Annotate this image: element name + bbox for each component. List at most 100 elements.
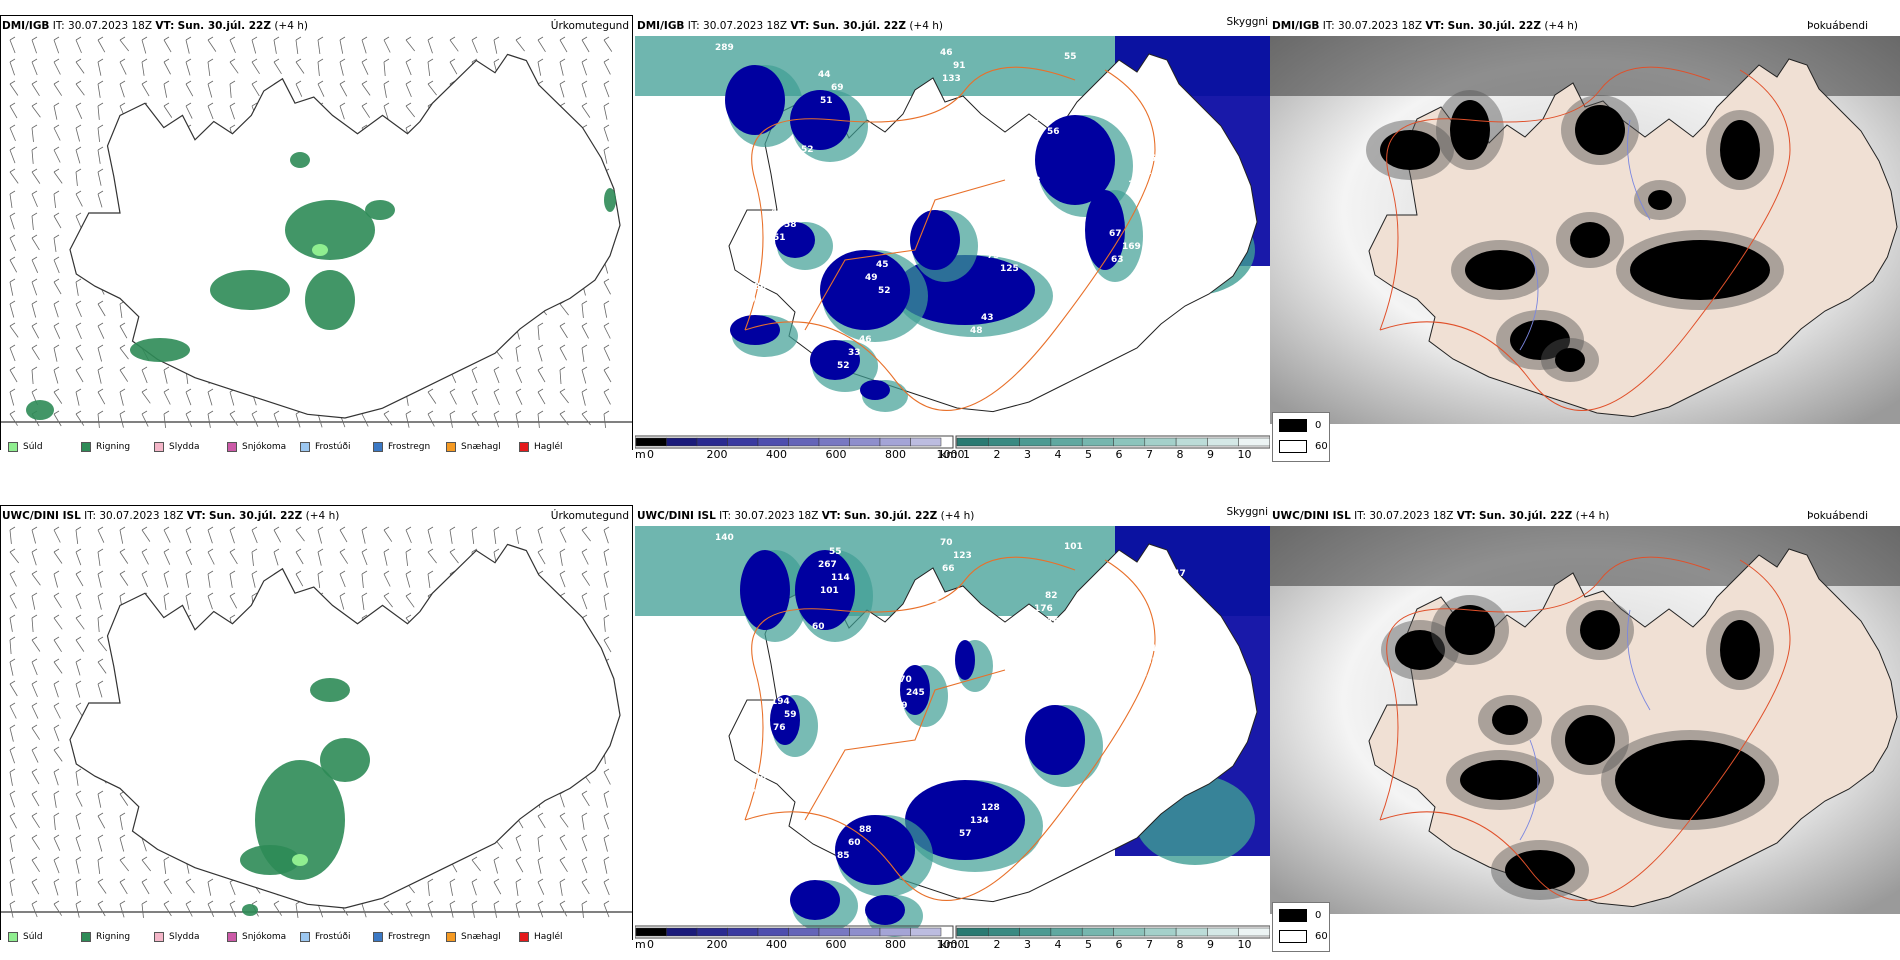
visibility-panel: UWC/DINI ISL IT: 30.07.2023 18Z VT: Sun.… [635,490,1270,960]
precip-map [0,15,633,450]
visibility-value: 51 [1006,202,1019,212]
legend-item: Súld [8,932,43,942]
legend-label: Slydda [169,932,200,942]
visibility-value: 40 [771,207,784,217]
visibility-value: 52 [837,361,850,371]
visibility-value: 51 [773,233,786,243]
legend-item: Súld [8,442,43,452]
visibility-value: 91 [953,61,966,71]
visibility-value: 66 [942,564,955,574]
visibility-value: 43 [981,313,994,323]
scale-tick-km: 9 [1207,448,1214,461]
lead-time: (+4 h) [1544,20,1578,32]
visibility-value: 245 [906,688,925,698]
fog-map [1270,36,1900,424]
visibility-value: 44 [925,149,938,159]
fog-scale-row: 0 [1279,909,1321,922]
scale-tick-km: 7 [1146,448,1153,461]
road-network [744,66,1156,412]
panel-title: Þokuábendi [1807,20,1868,32]
model-name: DMI/IGB [637,20,685,32]
visibility-value: 176 [1034,604,1053,614]
fog-index-panel: UWC/DINI ISL IT: 30.07.2023 18Z VT: Sun.… [1270,490,1900,960]
vt-value: Sun. 30.júl. 22Z [812,20,906,32]
visibility-value: 59 [895,701,908,711]
legend-label: Súld [23,442,43,452]
visibility-value: 14 [1045,101,1058,111]
scale-tick-km: 8 [1176,448,1184,461]
lead-time: (+4 h) [305,510,340,522]
visibility-value: 48 [754,772,767,782]
scale-tick-km: 7 [1146,938,1153,951]
visibility-value: 06 [959,339,972,349]
vt-label: VT: [186,510,206,522]
it-value: 30.07.2023 18Z [1369,510,1454,522]
precip-type-panel: UWC/DINI ISL IT: 30.07.2023 18Z VT: Sun.… [0,490,635,950]
scale-tick-km: 3 [1024,448,1031,461]
visibility-value: 88 [859,825,872,835]
it-value: 30.07.2023 18Z [734,510,819,522]
road-network [744,556,1156,902]
visibility-value: 52 [801,145,814,155]
visibility-value: 101 [820,586,839,596]
scale-tick-m: 800 [885,938,906,951]
visibility-value: 194 [771,697,790,707]
legend-label: Haglél [534,932,563,942]
scale-tick-km: 1 [963,448,970,461]
legend-label: Snjókoma [242,932,287,942]
visibility-value: 114 [831,573,850,583]
scale-unit-m: m [635,448,646,461]
legend-item: Snæhagl [446,932,501,942]
rivers [1519,119,1651,351]
vt-label: VT: [821,510,841,522]
panel-header: UWC/DINI ISL IT: 30.07.2023 18Z VT: Sun.… [1272,510,1609,523]
it-label: IT: [687,20,700,32]
visibility-value: 15 [1156,582,1169,592]
legend-swatch [81,932,91,942]
visibility-value: 128 [981,803,1000,813]
visibility-value: 40 [743,295,756,305]
visibility-value: 33 [848,348,861,358]
visibility-value: 57 [959,829,972,839]
vt-label: VT: [155,20,175,32]
visibility-value: 55 [1075,869,1088,879]
scale-tick-m: 0 [647,938,654,951]
fog-scale-row: 60 [1279,440,1328,453]
vt-value: Sun. 30.júl. 22Z [177,20,271,32]
visibility-value: 234 [1028,666,1047,676]
legend-swatch [519,442,529,452]
visibility-value: 45 [876,260,889,270]
vt-value: Sun. 30.júl. 22Z [209,510,303,522]
it-value: 30.07.2023 18Z [99,510,184,522]
fog-scale-value: 60 [1315,931,1328,942]
legend-swatch [446,442,456,452]
visibility-value: 134 [970,816,989,826]
visibility-value: 133 [942,74,961,84]
lead-time: (+4 h) [274,20,308,32]
legend-item: Frostregn [373,442,430,452]
visibility-value: 169 [1122,242,1141,252]
scale-tick-km: 4 [1054,938,1062,951]
visibility-value: 68 [1092,304,1105,314]
visibility-value: 49 [801,635,814,645]
legend-label: Frostregn [388,932,431,942]
visibility-value: 63 [1111,255,1124,265]
visibility-value: 99 [1111,745,1124,755]
model-name: DMI/IGB [1272,20,1320,32]
visibility-value: 55 [1064,52,1077,62]
visibility-value: 101 [1064,542,1083,552]
visibility-value: 32 [987,741,1000,751]
visibility-value: 140 [1169,595,1188,605]
visibility-value: 44 [818,70,831,80]
precip-areas [26,152,616,420]
legend-label: Frostúði [315,932,351,942]
it-label: IT: [1322,20,1335,32]
visibility-value: 61 [1139,167,1152,177]
visibility-value: 137 [865,763,884,773]
legend-item: Frostregn [373,932,430,942]
it-label: IT: [719,510,732,522]
visibility-value: 155 [895,211,914,221]
visibility-value: 107 [878,776,897,786]
visibility-value: 134 [1128,670,1147,680]
visibility-value: 125 [1000,264,1019,274]
